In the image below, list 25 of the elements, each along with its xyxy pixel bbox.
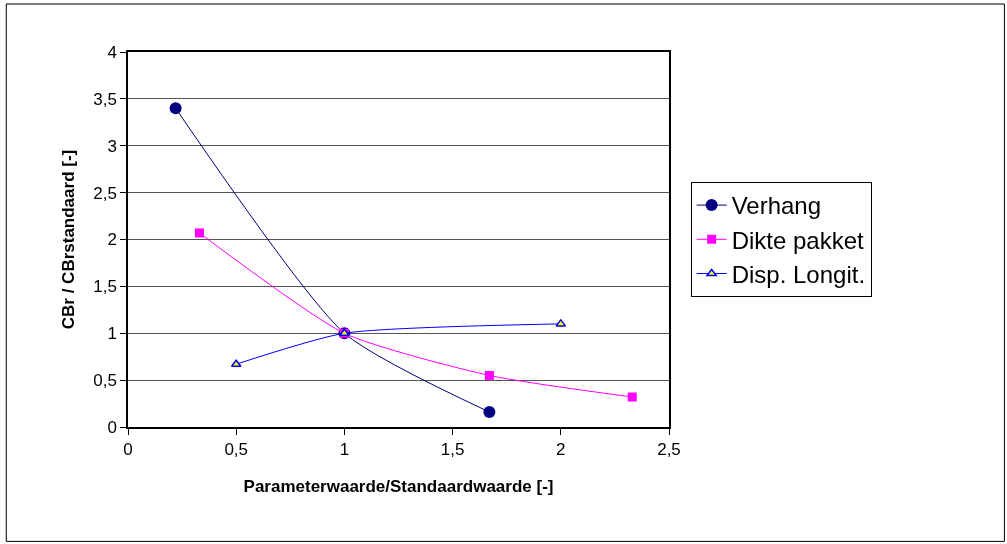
y-tick-label: 4 <box>107 42 117 62</box>
point <box>484 370 494 380</box>
y-tick-label: 0,5 <box>93 371 117 391</box>
x-tick-label: 1 <box>339 440 350 460</box>
legend-label: Verhang <box>731 192 822 220</box>
x-tick-label: 0,5 <box>224 440 249 460</box>
y-axis-title: CBr / CBrstandaard [-] <box>59 149 79 330</box>
y-tick-label: 3,5 <box>93 89 117 109</box>
point <box>194 228 204 238</box>
y-tick-label: 1 <box>107 324 117 344</box>
y-tick-label: 0 <box>107 417 117 437</box>
legend-label: Dikte pakket <box>731 226 865 254</box>
y-tick-label: 2 <box>107 230 117 250</box>
x-tick-label: 0 <box>123 440 133 460</box>
legend-label: Disp. Longit. <box>731 260 866 288</box>
x-tick-label: 2,5 <box>657 440 681 460</box>
x-tick-label: 2 <box>556 440 566 460</box>
point <box>483 406 496 418</box>
point <box>627 392 637 402</box>
y-tick-label: 2,5 <box>93 183 117 203</box>
y-tick-label: 3 <box>107 136 117 156</box>
point <box>169 102 182 115</box>
x-tick-label: 1,5 <box>440 440 465 460</box>
y-tick-label: 1,5 <box>93 277 117 297</box>
x-axis-title: Parameterwaarde/Standaardwaarde [-] <box>243 477 554 497</box>
